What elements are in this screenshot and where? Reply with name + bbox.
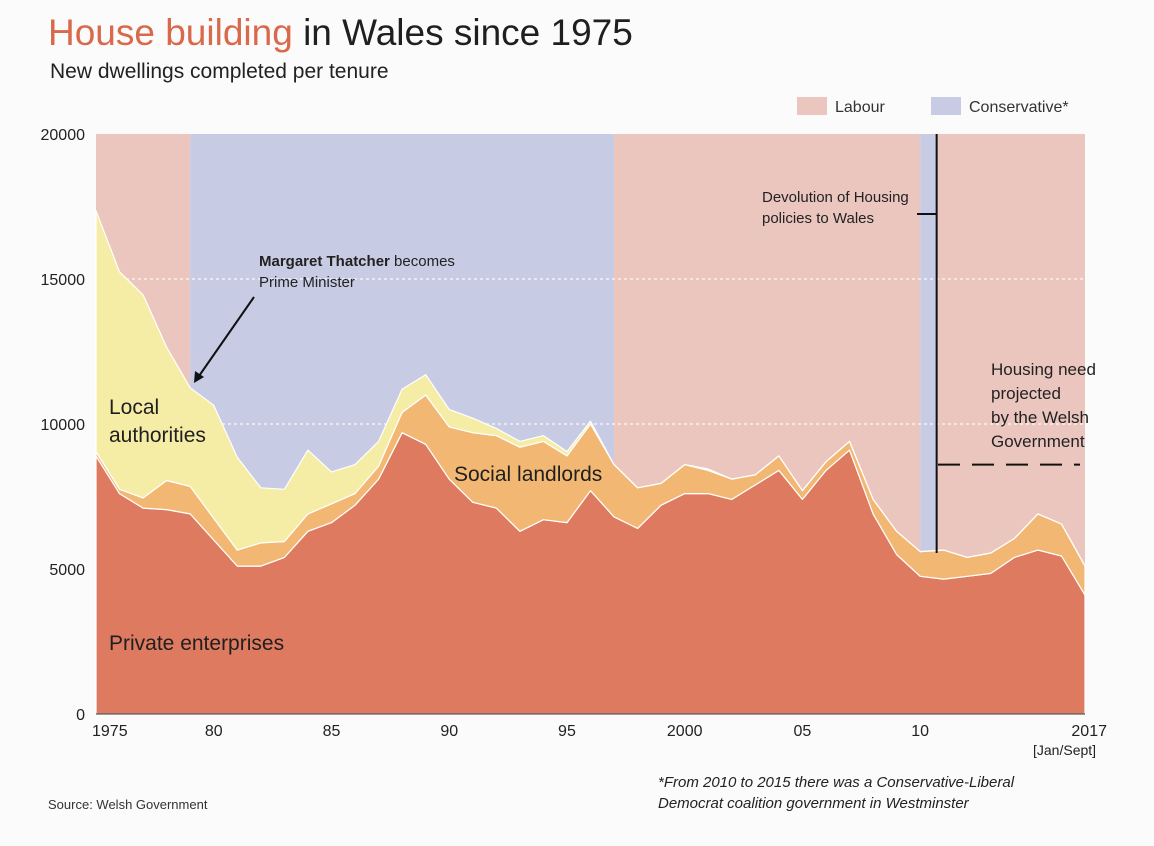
legend-swatch-1: [931, 97, 961, 115]
devolution-annotation-line2: policies to Wales: [762, 210, 874, 227]
chart-title: House building in Wales since 1975: [48, 10, 633, 56]
stacked-areas: [95, 210, 1086, 715]
thatcher-arrow-head: [194, 371, 204, 383]
y-tick-label-20000: 20000: [41, 127, 86, 144]
series-label-private: Private enterprises: [109, 632, 284, 655]
legend-label-1: Conservative*: [969, 99, 1069, 116]
series-label-local-2: authorities: [109, 424, 206, 447]
x-axis-note: [Jan/Sept]: [1033, 742, 1096, 758]
x-tick-label-2017: 2017: [1071, 723, 1107, 740]
housing-need-line4: Government: [991, 432, 1085, 451]
thatcher-arrow-line: [198, 296, 255, 377]
devolution-annotation-line1: Devolution of Housing: [762, 189, 909, 206]
y-tick-label-10000: 10000: [41, 417, 86, 434]
x-tick-label-1975: 1975: [92, 723, 128, 740]
legend: Labour Conservative*: [797, 97, 1069, 116]
x-tick-label-2000: 2000: [667, 723, 703, 740]
x-tick-label-1995: 95: [558, 723, 576, 740]
housing-need-line2: projected: [991, 384, 1061, 403]
x-tick-label-1980: 80: [205, 723, 223, 740]
x-tick-label-2005: 05: [794, 723, 812, 740]
x-tick-label-1985: 85: [323, 723, 341, 740]
thatcher-annotation-line1: Margaret Thatcher becomes: [259, 253, 455, 270]
area-local-authorities: [95, 210, 1086, 567]
axes: 0 5000 10000 15000 20000 1975 80 85 90 95 2000 05 10…: [41, 127, 1108, 740]
series-label-local-1: Local: [109, 396, 159, 419]
thatcher-annotation-line2: Prime Minister: [259, 274, 355, 291]
legend-label-0: Labour: [835, 99, 885, 116]
x-tick-label-1990: 90: [440, 723, 458, 740]
y-tick-label-15000: 15000: [41, 272, 86, 289]
housing-need-line3: by the Welsh: [991, 408, 1089, 427]
housing-need-line1: Housing need: [991, 360, 1096, 379]
y-tick-label-5000: 5000: [49, 562, 85, 579]
footnote: *From 2010 to 2015 there was a Conservat…: [658, 774, 1015, 812]
title-highlight: House building: [48, 12, 293, 53]
source-note: Source: Welsh Government: [48, 797, 208, 812]
thatcher-rest: becomes: [390, 253, 455, 270]
y-tick-label-0: 0: [76, 707, 85, 724]
chart-subtitle: New dwellings completed per tenure: [50, 60, 389, 83]
title-rest: in Wales since 1975: [292, 12, 633, 53]
series-label-social: Social landlords: [454, 463, 602, 486]
x-tick-label-2010: 10: [911, 723, 929, 740]
legend-swatch-0: [797, 97, 827, 115]
thatcher-name: Margaret Thatcher: [259, 253, 390, 270]
